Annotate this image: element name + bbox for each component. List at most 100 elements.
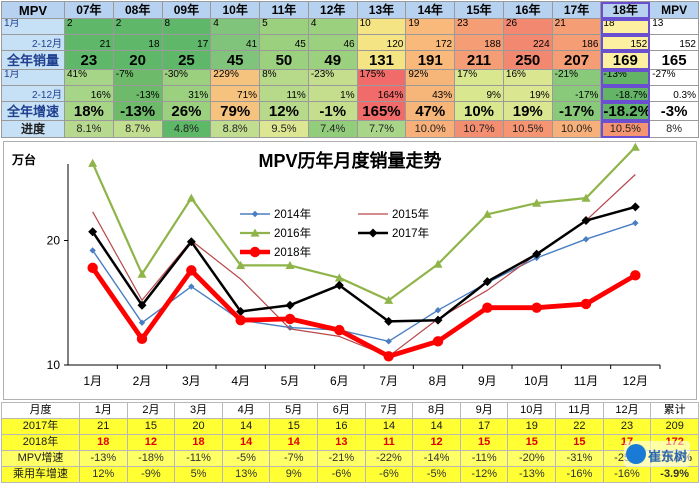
monthly-cell: 17	[459, 418, 509, 435]
line-chart: MPV历年月度销量走势 万台 10 20 1月 2月 3月 4月 5月 6月 7月 8月 9月 10月…	[3, 141, 697, 400]
year-header-row: MPV 07年 08年 09年 10年 11年 12年 13年 14年 15年 …	[1, 1, 699, 19]
cell-full-09年: 25	[161, 50, 212, 70]
cell-feb-08年: 18	[112, 34, 163, 51]
cell-prog-11年: 9.5%	[259, 120, 309, 138]
data-point	[186, 193, 196, 202]
cell-full-17年: 207	[551, 50, 602, 70]
monthly-cell: 15	[269, 418, 319, 435]
data-point	[532, 198, 542, 207]
month-header-3: 3月	[174, 402, 223, 419]
monthly-cell: 209	[650, 418, 699, 435]
data-point	[580, 298, 592, 310]
data-point	[581, 193, 591, 202]
cell-jan_g-16年: 16%	[502, 69, 553, 86]
month-header-row: 月度 1月 2月 3月 4月 5月 6月 7月 8月 9月 10月 11月 12月 累计	[1, 402, 699, 419]
month-header-8: 8月	[412, 402, 461, 419]
cell-full_g-14年: 47%	[405, 101, 456, 121]
monthly-cell: -6%	[364, 466, 414, 483]
monthly-cell: 18	[174, 434, 223, 451]
cell-full_g-16年: 19%	[502, 101, 553, 121]
data-point	[385, 338, 392, 345]
cell-feb_g-07年: 16%	[64, 85, 114, 102]
x-tick-label: 4月	[231, 374, 250, 388]
data-point	[383, 351, 394, 362]
cell-jan_g-09年: -30%	[161, 69, 212, 86]
monthly-cell: 12	[126, 434, 176, 451]
year-08: 08年	[112, 1, 163, 19]
monthly-cell: -9%	[126, 466, 176, 483]
cell-feb-15年: 188	[454, 34, 504, 51]
data-point	[432, 336, 444, 347]
y-tick-label: 20	[47, 233, 61, 247]
x-tick-label: 9月	[478, 374, 497, 388]
monthly-cell: 12	[412, 434, 461, 451]
month-header-10: 10月	[507, 402, 557, 419]
chart-title: MPV历年月度销量走势	[258, 150, 441, 171]
y-tick-label: 10	[47, 358, 61, 372]
year-09: 09年	[161, 1, 212, 19]
x-tick-label: 10月	[524, 374, 549, 388]
series-line	[91, 205, 636, 323]
monthly-row-b-car: 乘用车增速 12% -9% 5% 13% 9% -6% -6% -5% -12% -13% -16% -…	[1, 466, 699, 483]
cell-jan_g-11年: 8%	[259, 69, 309, 86]
cell-full-08年: 20	[112, 50, 163, 70]
monthly-cell: -13%	[507, 466, 557, 483]
series-line	[90, 266, 637, 359]
data-point	[89, 247, 96, 254]
cell-prog-13年: 7.7%	[356, 120, 407, 138]
monthly-cell: 20	[174, 418, 223, 435]
legend-item: 2014年	[240, 207, 311, 221]
legend-marker	[249, 246, 261, 258]
data-point	[582, 236, 590, 243]
data-point	[88, 158, 98, 167]
data-point	[334, 273, 344, 282]
data-point	[285, 260, 295, 269]
monthly-cell: 14	[221, 418, 271, 435]
monthly-cell: 13	[317, 434, 366, 451]
cell-full-10年: 45	[210, 50, 261, 70]
cell-full-11年: 50	[259, 50, 309, 70]
cell-full_g-09年: 26%	[161, 101, 212, 121]
year-12: 12年	[307, 1, 358, 19]
monthly-row-label: MPV增速	[1, 450, 80, 467]
cell-feb_g-16年: 19%	[502, 85, 553, 102]
cell-feb-12年: 46	[307, 34, 358, 51]
data-point	[87, 262, 98, 274]
data-point	[384, 316, 394, 326]
cell-feb-13年: 120	[356, 34, 407, 51]
cell-jan-13年: 10	[356, 18, 407, 35]
month-header-6: 6月	[317, 402, 366, 419]
cell-prog-10年: 8.8%	[210, 120, 261, 138]
cell-full-07年: 23	[64, 50, 114, 70]
cell-feb-11年: 45	[259, 34, 309, 51]
monthly-cell: 15	[126, 418, 176, 435]
row-label: 全年增速	[1, 101, 65, 121]
cell-jan_g-13年: 175%	[356, 69, 407, 86]
monthly-cell: -13%	[79, 450, 128, 467]
monthly-cell: 14	[364, 418, 414, 435]
month-header-4: 4月	[221, 402, 271, 419]
summary-table: MPV 07年 08年 09年 10年 11年 12年 13年 14年 15年 …	[1, 1, 699, 138]
year-mpv: MPV	[649, 1, 699, 19]
cell-full-15年: 211	[454, 50, 504, 70]
x-tick-label: 12月	[623, 374, 648, 388]
legend-item: 2018年	[240, 245, 311, 259]
year-13: 13年	[356, 1, 407, 19]
cell-prog-17年: 10.0%	[551, 120, 602, 138]
monthly-cell: 15	[555, 434, 604, 451]
data-point	[482, 277, 492, 287]
x-tick-label: 8月	[429, 374, 448, 388]
cell-jan_g-08年: -7%	[112, 69, 163, 86]
feb-dec-growth-row: 2-12月 16% -13% 31% 71% 11% 1% 164% 43% 9% 19% -17% -…	[1, 85, 699, 102]
data-point	[186, 265, 197, 276]
cell-full-MPV: 165	[649, 50, 699, 70]
annual-growth-row: 全年增速 18% -13% 26% 79% 12% -1% 165% 47% 10% 19% -17%…	[1, 101, 699, 121]
cell-feb_g-13年: 164%	[356, 85, 407, 102]
cell-full_g-08年: -13%	[112, 101, 163, 121]
monthly-cell: 22	[555, 418, 604, 435]
cell-prog-09年: 4.8%	[161, 120, 212, 138]
feb-dec-sales-row: 2-12月 21 18 17 41 45 46 120 172 188 224 186 152 152	[1, 34, 699, 51]
year-14: 14年	[405, 1, 456, 19]
watermark-text: 崔东树	[648, 449, 688, 464]
series-2016年	[88, 142, 640, 304]
